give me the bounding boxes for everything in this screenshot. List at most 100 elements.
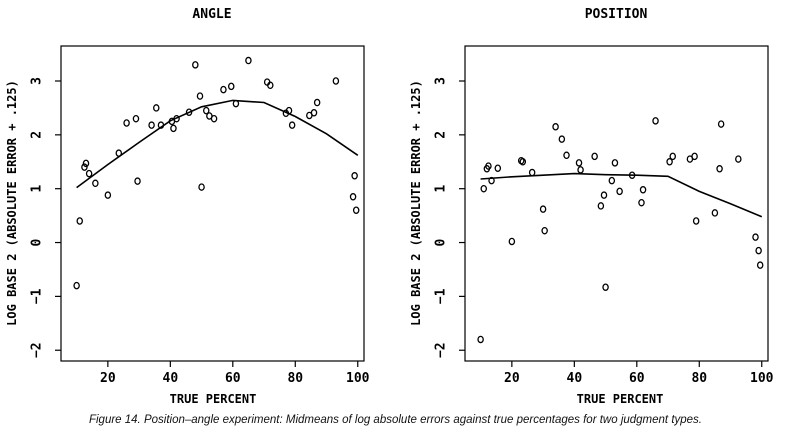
position-data-point	[591, 152, 598, 161]
position-data-point	[652, 117, 659, 125]
position-data-point	[611, 159, 619, 167]
position-data-point	[539, 205, 547, 213]
position-data-point	[563, 151, 570, 160]
angle-data-point	[267, 81, 274, 90]
angle-y-tick-label: 2	[30, 131, 45, 139]
angle-y-tick-label: 1	[30, 185, 45, 193]
position-data-point	[717, 120, 725, 128]
angle-data-point	[210, 114, 218, 123]
angle-data-point	[220, 85, 227, 94]
angle-data-point	[104, 191, 112, 199]
position-data-point	[528, 168, 536, 177]
angle-data-point	[132, 114, 140, 123]
position-data-point	[597, 202, 605, 210]
position-x-tick-label: 60	[629, 371, 645, 386]
position-axis-ticks: 20 40 60 80 100 −2 −1 0 1 2 3	[434, 77, 774, 386]
angle-fit-line-group	[76, 99, 359, 189]
position-data-point	[508, 237, 516, 246]
position-panel-ylabel: LOG BASE 2 (ABSOLUTE ERROR + .125)	[409, 80, 423, 326]
position-data-point	[485, 162, 492, 170]
position-data-point	[608, 176, 616, 185]
angle-data-point	[349, 193, 357, 201]
position-x-tick-label: 20	[504, 371, 520, 386]
angle-data-point	[232, 99, 240, 108]
position-data-point	[552, 123, 559, 131]
angle-data-point	[85, 169, 93, 178]
position-points-group	[477, 117, 764, 344]
position-fit-line	[480, 172, 763, 218]
angle-data-point	[123, 119, 130, 127]
angle-y-tick-label: −1	[30, 288, 45, 304]
angle-points-group	[73, 56, 360, 290]
position-panel-title: POSITION	[585, 7, 648, 22]
angle-panel-title: ANGLE	[192, 7, 231, 22]
angle-data-point	[81, 163, 88, 171]
position-data-point	[575, 159, 583, 167]
angle-data-point	[192, 61, 199, 69]
position-data-point	[602, 283, 609, 291]
angle-data-point	[185, 108, 193, 116]
angle-data-point	[352, 206, 360, 214]
position-x-tick-label: 80	[691, 371, 707, 386]
position-data-point	[494, 164, 502, 172]
angle-data-point	[148, 121, 155, 129]
angle-panel: ANGLE LOG BASE 2 (ABSOLUTE ERROR + .125)…	[5, 7, 370, 406]
angle-x-tick-label: 100	[346, 371, 370, 386]
position-fit-line-group	[480, 172, 763, 218]
position-data-point	[638, 198, 645, 207]
position-y-tick-label: 0	[434, 238, 449, 246]
position-data-point	[752, 233, 759, 241]
angle-data-point	[313, 98, 321, 107]
position-data-point	[519, 158, 527, 166]
angle-data-point	[76, 217, 83, 225]
angle-y-tick-label: −2	[30, 342, 45, 358]
angle-x-tick-label: 20	[100, 371, 116, 386]
position-y-tick-label: 1	[434, 185, 449, 193]
angle-data-point	[115, 149, 123, 157]
position-data-point	[716, 165, 723, 173]
position-data-point	[666, 158, 673, 166]
position-data-point	[639, 186, 647, 194]
position-data-point	[477, 335, 484, 344]
angle-plot-frame	[60, 45, 365, 362]
angle-data-point	[227, 82, 235, 91]
position-x-tick-label: 100	[750, 371, 774, 386]
angle-data-point	[198, 183, 205, 191]
angle-axis-ticks: 20 40 60 80 100 −2 −1 0 1 2 3	[30, 77, 370, 386]
position-plot-frame	[464, 45, 769, 362]
position-data-point	[628, 171, 636, 179]
angle-data-point	[170, 124, 177, 133]
angle-panel-xlabel: TRUE PERCENT	[170, 392, 257, 406]
position-y-tick-label: −1	[434, 288, 449, 304]
position-panel-xlabel: TRUE PERCENT	[577, 392, 664, 406]
angle-data-point	[196, 92, 204, 100]
position-y-tick-label: 2	[434, 131, 449, 139]
position-data-point	[541, 226, 548, 235]
position-data-point	[616, 187, 623, 196]
angle-data-point	[288, 121, 296, 129]
angle-x-tick-label: 40	[163, 371, 179, 386]
position-data-point	[756, 261, 764, 269]
position-data-point	[669, 152, 676, 161]
position-data-point	[600, 191, 608, 199]
angle-data-point	[332, 77, 340, 85]
angle-data-point	[310, 109, 318, 117]
angle-data-point	[73, 281, 80, 290]
figure-caption: Figure 14. Position–angle experiment: Mi…	[88, 414, 703, 426]
position-x-tick-label: 40	[567, 371, 583, 386]
angle-data-point	[153, 104, 160, 112]
position-data-point	[711, 209, 719, 217]
angle-x-tick-label: 80	[287, 371, 303, 386]
position-data-point	[755, 246, 762, 255]
angle-y-tick-label: 3	[30, 77, 45, 85]
position-data-point	[558, 135, 566, 143]
angle-data-point	[134, 177, 141, 185]
angle-data-point	[203, 106, 210, 115]
angle-data-point	[245, 56, 252, 65]
position-data-point	[692, 217, 700, 225]
angle-data-point	[173, 114, 180, 123]
position-data-point	[577, 166, 584, 174]
position-data-point	[480, 184, 487, 193]
position-data-point	[735, 155, 742, 163]
